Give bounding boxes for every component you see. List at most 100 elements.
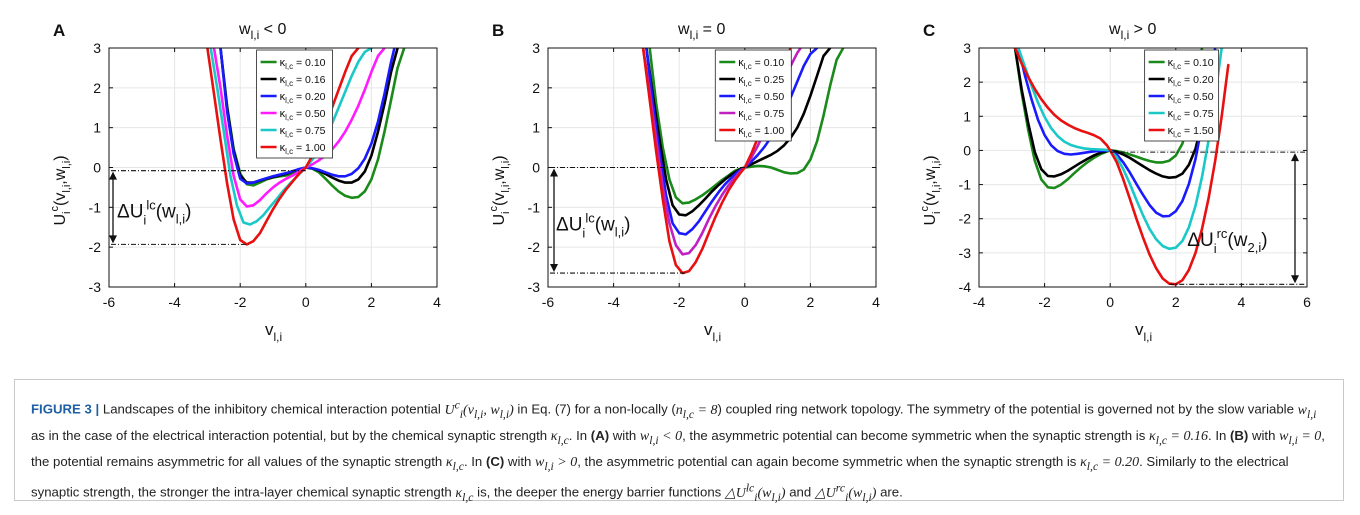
legend-label: κl,c = 1.00 (280, 142, 326, 156)
legend-value: = 0.75 (752, 108, 785, 120)
legend-kappa: κ (280, 91, 286, 103)
math-sym: κ (550, 428, 558, 444)
y-tick-label: 2 (93, 80, 101, 96)
x-tick-label: 0 (741, 294, 749, 310)
barrier-sup: lc (585, 210, 595, 225)
ylabel-sub: l,i (500, 185, 512, 193)
legend-sub: l,c (1173, 96, 1181, 105)
caption-ref-c: (C) (485, 454, 505, 470)
y-tick-label: 1 (93, 120, 101, 136)
ylabel-symbol: U (491, 214, 508, 226)
legend-value: = 0.75 (293, 125, 326, 137)
math-sub: l,i (771, 490, 781, 504)
caption-span: are. (876, 484, 903, 500)
legend-sub: l,c (1173, 130, 1181, 139)
barrier-close: ) (624, 214, 630, 235)
math-sub: i (459, 407, 464, 421)
legend-kappa: κ (738, 74, 744, 86)
legend-sub: l,c (285, 96, 293, 105)
caption-span: in Eq. (7) for a non-locally ( (513, 401, 676, 417)
caption-span: Landscapes of the inhibitory chemical in… (99, 401, 445, 417)
math-kappa: κl,c = 0.16 (1148, 428, 1208, 447)
math-w: wl,i (1297, 402, 1317, 421)
legend-kappa: κ (738, 91, 744, 103)
ylabel-sup-c: c (49, 205, 61, 211)
legend-kappa: κ (280, 57, 286, 69)
math-w: wl,i = 0 (1279, 429, 1321, 447)
math-sym: w (1297, 402, 1307, 418)
legend-sub: l,c (1173, 79, 1181, 88)
legend-sub: l,c (285, 147, 293, 156)
legend-kappa: κ (1168, 74, 1174, 86)
legend-kappa: κ (280, 74, 286, 86)
title-symbol: w (677, 21, 690, 38)
title-symbol: w (1108, 21, 1121, 38)
math-sub: l,i (862, 490, 872, 504)
math-delta-u-lc: △Ulci(wl,i) (725, 481, 786, 504)
legend-kappa: κ (1168, 57, 1174, 69)
y-tick-label: -3 (528, 279, 541, 295)
math-rest: ) (871, 485, 877, 501)
x-tick-label: 4 (1238, 294, 1246, 310)
ylabel-comma: ,w (491, 168, 508, 184)
math-sym: κ (1148, 428, 1156, 444)
barrier-open: (w (156, 202, 176, 223)
barrier-sub2: 2,i (1247, 240, 1261, 255)
legend-label: κl,c = 1.50 (1168, 125, 1214, 139)
math-rest: (w (848, 485, 863, 501)
caption-ref-b: (B) (1230, 427, 1249, 443)
xlabel-symbol: v (704, 320, 713, 339)
y-tick-label: 0 (93, 160, 101, 176)
legend-kappa: κ (1168, 91, 1174, 103)
math-rest: < 0 (658, 428, 683, 444)
caption-span: with (504, 454, 536, 470)
x-tick-label: -2 (673, 294, 686, 310)
y-tick-label: -4 (959, 279, 972, 295)
x-axis-label: vl,i (265, 320, 282, 344)
caption-span: ) coupled ring network topology. The sym… (717, 401, 1298, 417)
x-tick-label: 2 (1172, 294, 1180, 310)
ylabel-close: ) (922, 155, 939, 160)
ylabel-sub: l,i (931, 185, 943, 193)
legend-label: κl,c = 0.10 (280, 57, 326, 71)
math-sub: l,i (649, 433, 659, 447)
series-line (219, 48, 396, 185)
math-rest: ) (509, 402, 514, 418)
legend-sub: l,c (744, 96, 752, 105)
legend-label: κl,c = 0.16 (280, 74, 326, 88)
x-tick-label: 2 (368, 294, 376, 310)
legend-value: = 0.25 (752, 74, 785, 86)
caption-span: . Similarly to the electrical synaptic s… (31, 454, 1289, 500)
math-sub: l,i (1306, 407, 1317, 421)
barrier-arrow-head-down (550, 264, 558, 273)
legend-label: κl,c = 1.00 (738, 125, 784, 139)
legend-label: κl,c = 0.50 (1168, 91, 1214, 105)
math-sub: l,c (557, 433, 569, 447)
math-sym: U (444, 402, 455, 418)
x-tick-label: -4 (168, 294, 181, 310)
barrier-open: (w (595, 214, 615, 235)
ylabel-sub: l,i (500, 161, 512, 169)
legend-sub: l,c (285, 79, 293, 88)
series-line (206, 48, 360, 246)
ylabel-open: (v (52, 193, 69, 206)
legend-label: κl,c = 0.75 (738, 108, 784, 122)
math-sub: l,c (1086, 459, 1099, 473)
caption-span: and (785, 484, 815, 500)
caption-span: . In (463, 454, 486, 470)
caption-separator: | (95, 401, 100, 417)
barrier-arrow-head-up (550, 168, 558, 177)
legend-sub: l,c (1173, 62, 1181, 71)
barrier-label: ΔUilc(wl,i) (117, 198, 191, 228)
y-tick-label: 3 (93, 40, 101, 56)
legend-value: = 0.20 (1181, 74, 1214, 86)
math-sym: κ (445, 455, 453, 471)
math-rest: (w (757, 485, 772, 501)
legend-value: = 0.10 (293, 57, 326, 69)
y-tick-label: -3 (959, 245, 972, 261)
ylabel-close: ) (491, 155, 508, 160)
legend-label: κl,c = 0.50 (280, 108, 326, 122)
caption-text: FIGURE 3 | Landscapes of the inhibitory … (31, 394, 1327, 508)
y-tick-label: -1 (528, 199, 541, 215)
barrier-sup: lc (146, 198, 156, 213)
